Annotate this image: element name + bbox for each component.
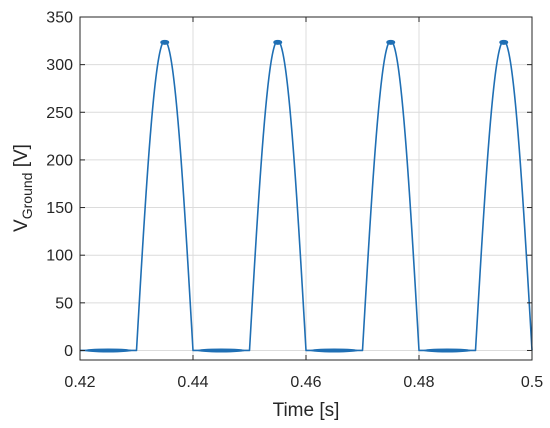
peak-point: [499, 39, 509, 45]
y-tick-label: 200: [46, 152, 73, 169]
y-tick-label: 0: [64, 343, 73, 360]
x-tick-label: 0.48: [403, 374, 434, 391]
y-axis-title: VGround [V]: [11, 144, 35, 232]
x-axis-title: Time [s]: [273, 400, 340, 421]
series-group: [79, 39, 533, 353]
peak-point: [386, 39, 396, 45]
off-ripple-band: [197, 348, 246, 353]
ticks-group: [79, 16, 533, 360]
y-tick-label: 100: [46, 248, 73, 265]
y-axis-title-unit: [V]: [11, 144, 32, 173]
x-tick-labels: 0.42 0.44 0.46 0.48 0.5: [64, 374, 543, 391]
y-axis-title-sub: Ground: [19, 173, 35, 220]
y-tick-label: 300: [46, 57, 73, 74]
off-ripple-band: [84, 348, 133, 353]
off-ripple-band: [423, 348, 472, 353]
x-tick-label: 0.42: [64, 374, 95, 391]
peak-point: [160, 39, 170, 45]
grid-lines: [79, 16, 533, 360]
x-tick-label: 0.44: [177, 374, 208, 391]
y-tick-labels: 0 50 100 150 200 250 300 350: [46, 10, 73, 360]
y-tick-label: 150: [46, 200, 73, 217]
x-tick-label: 0.46: [290, 374, 321, 391]
y-axis-title-main: V: [11, 219, 32, 232]
y-tick-label: 250: [46, 105, 73, 122]
peak-point: [273, 39, 283, 45]
y-tick-label: 50: [55, 295, 73, 312]
x-tick-label: 0.5: [521, 374, 543, 391]
off-ripple-band: [310, 348, 359, 353]
y-tick-label: 350: [46, 10, 73, 27]
